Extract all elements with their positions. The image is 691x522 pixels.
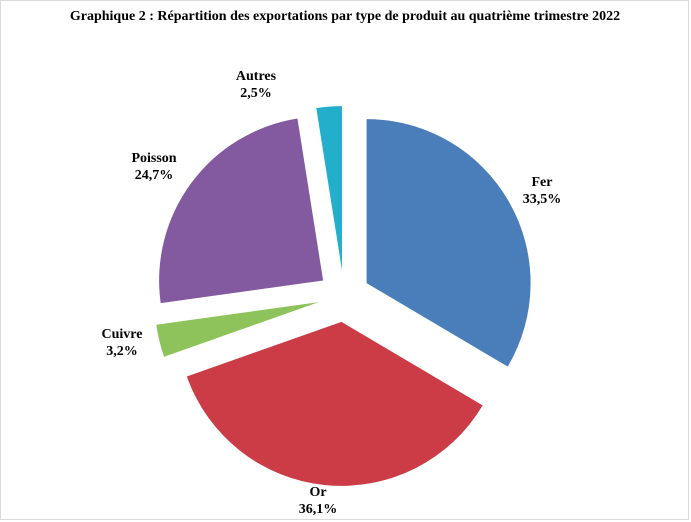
pie-slice-poisson: [159, 118, 324, 304]
pie-slice-cuivre: [156, 302, 319, 357]
pie-slice-or: [186, 321, 483, 486]
pie-slice-autres: [316, 106, 342, 271]
slice-value-or: 36,1%: [299, 502, 338, 517]
slice-label-or: Or: [309, 485, 326, 500]
chart-title: Graphique 2 : Répartition des exportatio…: [69, 9, 621, 24]
slice-label-autres: Autres: [236, 69, 277, 84]
slice-value-autres: 2,5%: [240, 86, 272, 101]
pie-slice-fer: [366, 119, 531, 367]
slice-label-poisson: Poisson: [131, 151, 176, 166]
slice-value-poisson: 24,7%: [135, 168, 174, 183]
slice-value-cuivre: 3,2%: [106, 344, 138, 359]
slice-label-cuivre: Cuivre: [102, 327, 143, 342]
slice-value-fer: 33,5%: [523, 192, 562, 207]
slice-label-fer: Fer: [532, 175, 553, 190]
